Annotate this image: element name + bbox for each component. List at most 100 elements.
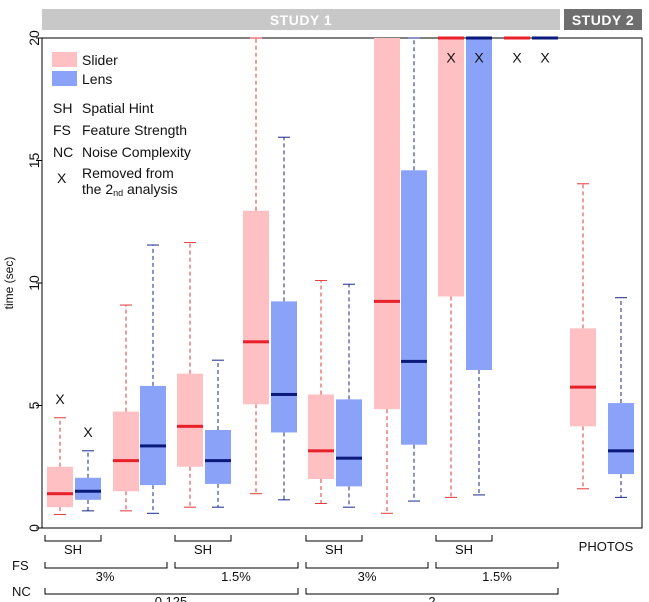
box-3 <box>140 244 166 514</box>
box-12-body <box>438 38 464 297</box>
box-2 <box>113 304 139 512</box>
factor-annotations: SH SH SH SH PHOTOS FS 3% 1.5% 3% 1.5% NC… <box>12 535 634 602</box>
box-14: X <box>504 36 530 66</box>
box-10-median <box>374 299 400 303</box>
fs-value-1: 3% <box>96 569 115 584</box>
box-10 <box>374 38 400 514</box>
legend-removed-line2: the 2nd analysis <box>82 181 178 198</box>
photos-label: PHOTOS <box>579 539 634 554</box>
box-11-median <box>401 359 427 363</box>
box-12-median <box>438 36 464 40</box>
fs-value-3: 3% <box>358 569 377 584</box>
y-axis-label: time (sec) <box>2 257 16 310</box>
box-4-body <box>177 373 203 467</box>
box-14-median <box>504 36 530 40</box>
box-9-body <box>336 399 362 487</box>
box-7-median <box>271 392 297 396</box>
box-8-median <box>308 449 334 453</box>
fs-bracket-2 <box>174 562 299 569</box>
sh-bracket-1 <box>44 535 102 542</box>
legend-lens-label: Lens <box>82 71 112 87</box>
box-0-removed-marker: X <box>55 391 65 407</box>
sh-bracket-4 <box>435 535 493 542</box>
legend-swatch-lens <box>52 71 77 86</box>
box-13-removed-marker: X <box>474 50 484 66</box>
box-5 <box>205 359 231 508</box>
box-0: X <box>47 391 73 516</box>
legend-nc-text: Noise Complexity <box>82 144 191 160</box>
nc-bracket-1 <box>44 588 299 595</box>
sh-label-2: SH <box>194 542 212 557</box>
legend-removed-line1: Removed from <box>82 165 174 181</box>
nc-value-1: 0.125 <box>155 594 188 602</box>
study1-banner-label: STUDY 1 <box>270 12 332 28</box>
y-tick-label-1: 5 <box>26 401 42 409</box>
sh-bracket-3 <box>305 535 363 542</box>
sh-bracket-2 <box>174 535 232 542</box>
sh-label-3: SH <box>325 542 343 557</box>
y-axis: 0 5 10 15 20 <box>26 30 42 532</box>
box-2-median <box>113 459 139 463</box>
box-9-median <box>336 456 362 460</box>
y-tick-label-2: 10 <box>26 275 42 291</box>
y-tick-label-4: 20 <box>26 30 42 46</box>
y-tick-label-3: 15 <box>26 153 42 169</box>
sh-label-4: SH <box>455 542 473 557</box>
study2-banner-label: STUDY 2 <box>572 12 634 28</box>
box-8-body <box>308 394 334 479</box>
box-3-body <box>140 385 166 486</box>
sh-label-1: SH <box>64 542 82 557</box>
box-9 <box>336 283 362 508</box>
fs-bracket-1 <box>44 562 168 569</box>
box-4 <box>177 242 203 508</box>
box-1: X <box>75 424 101 512</box>
legend-removed-mark: X <box>57 170 67 186</box>
box-17 <box>608 297 634 498</box>
box-6-body <box>243 210 269 405</box>
box-12-removed-marker: X <box>446 50 456 66</box>
fs-row-label: FS <box>12 558 29 573</box>
box-17-body <box>608 403 634 475</box>
box-0-median <box>47 492 73 496</box>
box-1-median <box>75 489 101 493</box>
legend: Slider Lens SH Spatial Hint FS Feature S… <box>52 52 191 198</box>
legend-fs-text: Feature Strength <box>82 122 187 138</box>
nc-value-2: 2 <box>428 594 435 602</box>
fs-value-2: 1.5% <box>221 569 251 584</box>
box-0-body <box>47 466 73 508</box>
box-series: X X X X X X <box>47 36 634 516</box>
fs-value-4: 1.5% <box>482 569 512 584</box>
box-5-body <box>205 430 231 484</box>
box-12: X <box>438 36 464 498</box>
box-15-removed-marker: X <box>540 50 550 66</box>
legend-sh-abbr: SH <box>53 100 72 116</box>
box-7 <box>271 136 297 501</box>
box-13-median <box>466 36 492 40</box>
legend-sh-text: Spatial Hint <box>82 100 154 116</box>
box-5-median <box>205 459 231 463</box>
fs-bracket-4 <box>435 562 559 569</box>
box-13: X <box>466 36 492 496</box>
box-7-body <box>271 301 297 433</box>
box-11-body <box>401 170 427 445</box>
box-1-removed-marker: X <box>83 424 93 440</box>
box-16-body <box>570 328 596 427</box>
box-15: X <box>532 36 558 66</box>
legend-nc-abbr: NC <box>53 144 73 160</box>
legend-slider-label: Slider <box>82 52 118 68</box>
study1-banner <box>42 9 560 30</box>
box-2-body <box>113 411 139 492</box>
y-tick-label-0: 0 <box>26 524 42 532</box>
box-16-median <box>570 385 596 389</box>
box-6-median <box>243 340 269 344</box>
box-6 <box>243 37 269 495</box>
box-11 <box>401 37 427 502</box>
fs-bracket-3 <box>305 562 429 569</box>
box-16 <box>570 183 596 490</box>
box-8 <box>308 280 334 504</box>
box-1-body <box>75 477 101 500</box>
box-3-median <box>140 444 166 448</box>
box-10-body <box>374 38 400 410</box>
box-17-median <box>608 449 634 453</box>
